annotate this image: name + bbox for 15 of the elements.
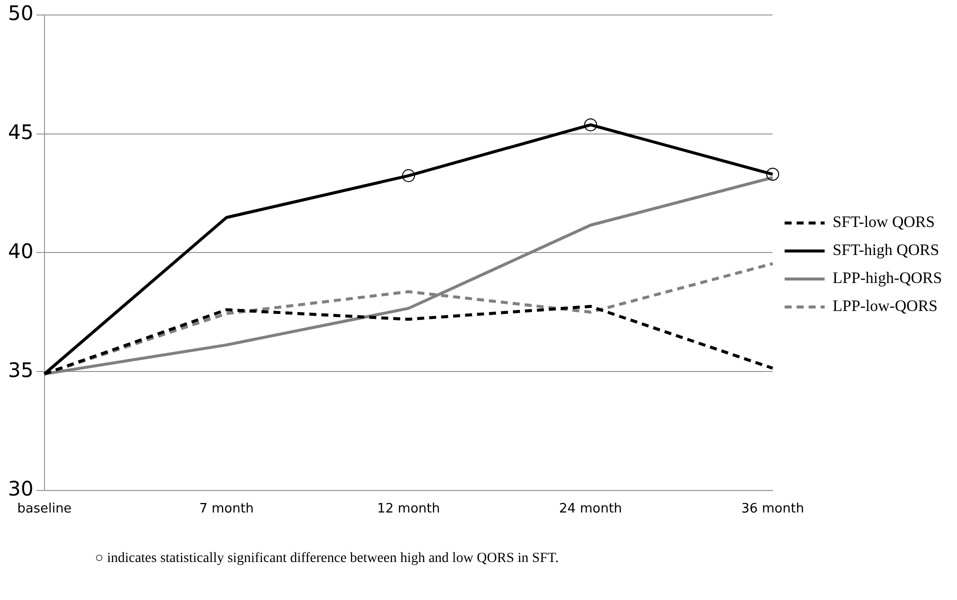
x-tick-label: 7 month bbox=[199, 502, 254, 517]
legend-label: SFT-low QORS bbox=[832, 214, 935, 232]
y-tick-label: 35 bbox=[8, 358, 34, 382]
legend-label: SFT-high QORS bbox=[832, 242, 940, 260]
legend-label: LPP-high-QORS bbox=[832, 270, 942, 288]
legend-label: LPP-low-QORS bbox=[832, 298, 938, 316]
y-tick-label: 30 bbox=[8, 476, 34, 501]
x-tick-label: 12 month bbox=[377, 502, 440, 517]
x-tick-label: baseline bbox=[17, 502, 72, 517]
y-tick-label: 45 bbox=[8, 120, 34, 144]
y-tick-label: 40 bbox=[8, 238, 34, 263]
text: ○ indicates statistically significant difference between high and low QORS in SFT. bbox=[95, 551, 559, 567]
y-tick-label: 50 bbox=[8, 1, 34, 26]
x-tick-label: 24 month bbox=[559, 502, 622, 517]
x-tick-label: 36 month bbox=[741, 502, 804, 517]
